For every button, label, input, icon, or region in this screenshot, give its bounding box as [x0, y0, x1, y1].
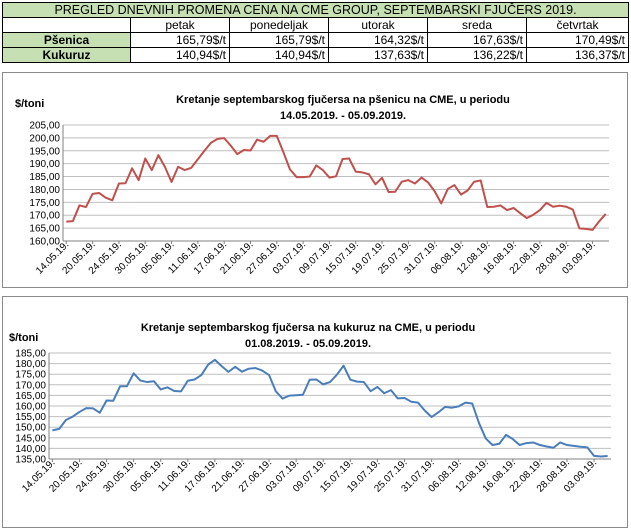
table-cell: 164,32$/t	[328, 32, 428, 48]
y-tick-label: 140,00	[15, 444, 46, 455]
table-cell: 165,79$/t	[229, 32, 329, 48]
y-tick-label: 160,00	[15, 402, 46, 413]
y-tick-label: 135,00	[15, 455, 46, 466]
series-line	[52, 358, 608, 458]
table-header-cell: ponedeljak	[229, 17, 329, 33]
table-row: Pšenica 165,79$/t 165,79$/t 164,32$/t 16…	[2, 32, 630, 48]
y-tick-label: 170,00	[15, 380, 46, 391]
corn-chart: Kretanje septembarskog fjučersa na kukur…	[9, 322, 611, 495]
y-axis-label: $/toni	[15, 98, 44, 110]
row-label: Kukuruz	[2, 47, 131, 63]
table-title: PREGLED DNEVNIH PROMENA CENA NA CME GROU…	[1, 2, 630, 18]
table-header-cell: sreda	[427, 17, 527, 33]
y-tick-label: 170,00	[29, 211, 60, 222]
corn-chart-panel: Kretanje septembarskog fjučersa na kukur…	[2, 296, 628, 528]
y-tick-label: 180,00	[29, 185, 60, 196]
y-tick-label: 180,00	[15, 359, 46, 370]
y-tick-label: 185,00	[15, 349, 46, 360]
wheat-chart-panel: Kretanje septembarskog fjučersa na pšeni…	[2, 72, 628, 288]
chart-title: Kretanje septembarskog fjučersa na pšeni…	[176, 94, 510, 106]
table-cell: 140,94$/t	[229, 47, 329, 63]
y-tick-label: 160,00	[29, 237, 60, 248]
wheat-chart: Kretanje septembarskog fjučersa na pšeni…	[15, 94, 609, 277]
y-tick-label: 185,00	[29, 172, 60, 183]
table-header-cell: četvrtak	[525, 17, 630, 33]
chart-subtitle: 01.08.2019. - 05.09.2019.	[245, 338, 371, 350]
table-cell: 170,49$/t	[525, 32, 630, 48]
series-line	[66, 134, 607, 231]
table-row: Kukuruz 140,94$/t 140,94$/t 137,63$/t 13…	[2, 47, 630, 63]
y-axis-label: $/toni	[9, 332, 38, 344]
chart-title: Kretanje septembarskog fjučersa na kukur…	[141, 322, 475, 334]
y-tick-label: 175,00	[29, 198, 60, 209]
table-cell: 136,37$/t	[525, 47, 630, 63]
table-cell: 167,63$/t	[427, 32, 527, 48]
y-tick-label: 155,00	[15, 412, 46, 423]
y-tick-label: 200,00	[29, 133, 60, 144]
table-cell: 137,63$/t	[328, 47, 428, 63]
table-header-cell: petak	[130, 17, 230, 33]
row-label: Pšenica	[2, 32, 131, 48]
table-cell: 136,22$/t	[427, 47, 527, 63]
table-header-cell: utorak	[328, 17, 428, 33]
chart-subtitle: 14.05.2019. - 05.09.2019.	[280, 110, 406, 122]
table-cell: 165,79$/t	[130, 32, 230, 48]
y-tick-label: 195,00	[29, 146, 60, 157]
y-tick-label: 165,00	[29, 224, 60, 235]
y-tick-label: 165,00	[15, 391, 46, 402]
y-tick-label: 175,00	[15, 370, 46, 381]
table-header-cell	[2, 17, 131, 33]
price-table: PREGLED DNEVNIH PROMENA CENA NA CME GROU…	[1, 2, 630, 63]
y-tick-label: 150,00	[15, 423, 46, 434]
y-tick-label: 205,00	[29, 121, 60, 132]
table-cell: 140,94$/t	[130, 47, 230, 63]
y-tick-label: 145,00	[15, 433, 46, 444]
y-tick-label: 190,00	[29, 159, 60, 170]
